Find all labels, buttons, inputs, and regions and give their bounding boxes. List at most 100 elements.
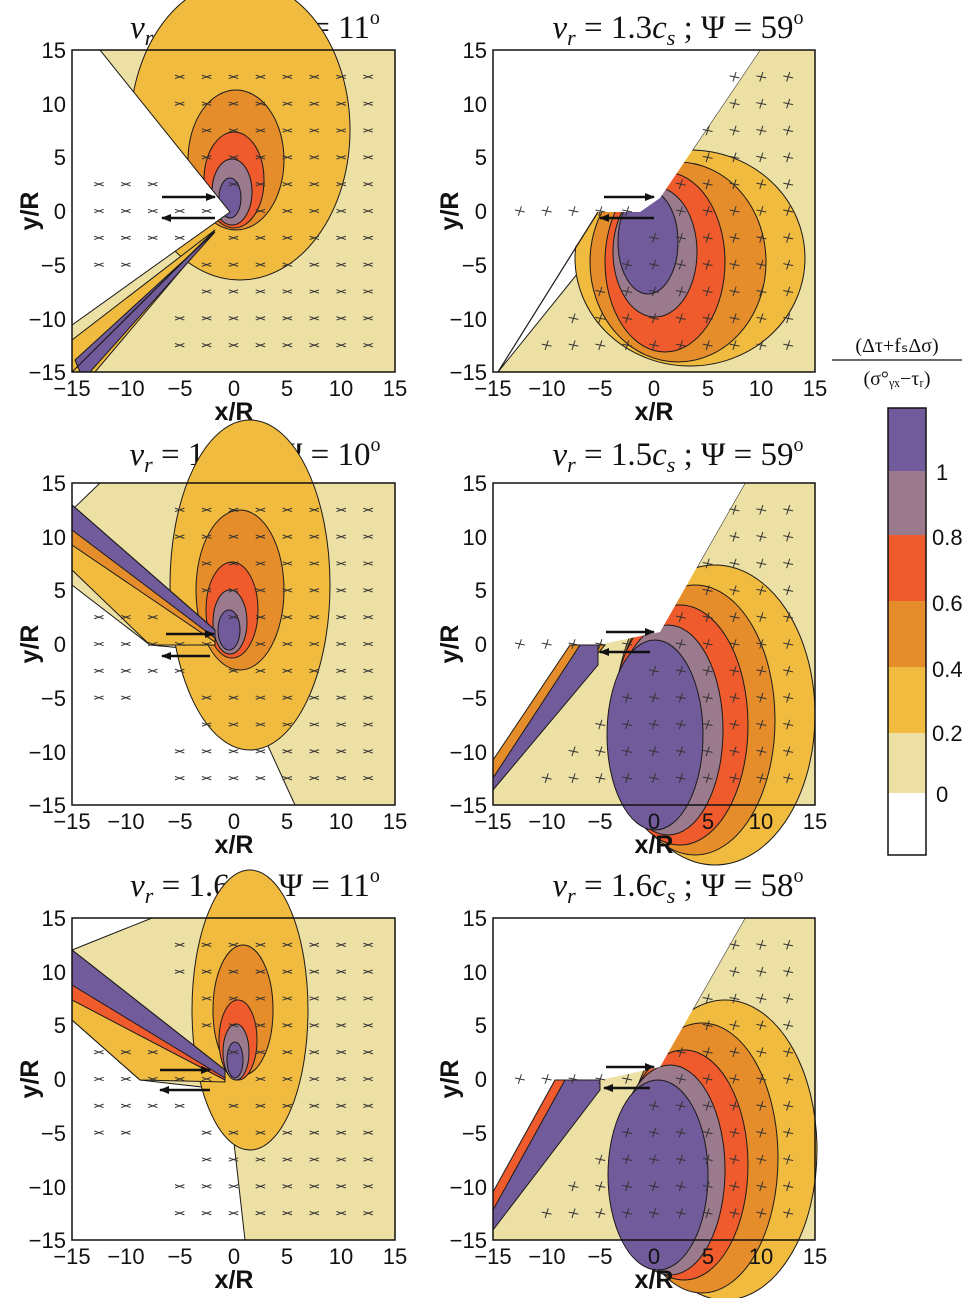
stress-glyph [282, 614, 293, 620]
stress-glyph [756, 993, 767, 1004]
x-tick-label: 10 [749, 809, 773, 834]
stress-glyph [595, 746, 606, 757]
stress-glyph [702, 286, 713, 297]
stress-glyph [255, 775, 266, 781]
stress-glyph [201, 775, 212, 781]
stress-glyph [783, 531, 794, 542]
stress-glyph [282, 507, 293, 513]
panel-2-map [493, 49, 816, 373]
stress-glyph [729, 639, 740, 649]
stress-glyph [174, 668, 185, 674]
stress-glyph [228, 1023, 239, 1028]
stress-glyph [336, 289, 347, 294]
stress-glyph [120, 1076, 131, 1082]
y-tick-label: −15 [450, 793, 487, 818]
stress-glyph [363, 316, 373, 321]
stress-glyph [309, 101, 320, 106]
stress-glyph [702, 1020, 713, 1031]
x-tick-label: −10 [107, 376, 144, 401]
y-tick-label: 5 [54, 145, 66, 170]
stress-glyph [756, 531, 767, 542]
stress-glyph [595, 286, 606, 297]
stress-glyph [675, 286, 686, 297]
stress-glyph [702, 232, 713, 243]
stress-glyph [282, 1023, 293, 1028]
stress-glyph [756, 259, 767, 270]
stress-glyph [174, 316, 185, 321]
stress-glyph [702, 692, 713, 703]
stress-glyph [756, 665, 767, 676]
stress-glyph [363, 749, 373, 754]
stress-glyph [201, 74, 212, 80]
stress-glyph [568, 773, 579, 784]
stress-glyph [201, 1184, 212, 1189]
stress-glyph [363, 235, 373, 241]
stress-glyph [729, 1208, 740, 1219]
stress-glyph [282, 181, 293, 187]
stress-glyph [756, 313, 767, 324]
stress-glyph [336, 235, 347, 241]
stress-glyph [201, 128, 212, 133]
stress-glyph [309, 235, 320, 241]
stress-glyph [675, 232, 686, 243]
stress-glyph [336, 1076, 347, 1082]
stress-glyph [228, 722, 239, 727]
colorbar: (Δτ+fₛΔσ) (σ°ᵧₓ−τᵣ) 1 0.8 0.6 0.4 0.2 0 [832, 335, 963, 856]
stress-glyph [783, 993, 794, 1004]
colorbar-label-denominator: (σ°ᵧₓ−τᵣ) [863, 368, 930, 390]
stress-glyph [255, 181, 266, 187]
stress-glyph [675, 259, 686, 270]
stress-glyph [94, 641, 104, 647]
stress-glyph [756, 692, 767, 703]
stress-glyph [255, 1157, 266, 1162]
stress-glyph [649, 746, 659, 757]
stress-glyph [228, 588, 239, 593]
stress-glyph [783, 1074, 794, 1084]
stress-glyph [702, 313, 713, 324]
stress-glyph [201, 749, 212, 754]
stress-glyph [756, 1154, 767, 1165]
fault-trace [71, 229, 216, 373]
stress-glyph [622, 1127, 633, 1138]
stress-glyph [675, 340, 686, 351]
stress-glyph [363, 722, 373, 727]
stress-glyph [729, 612, 740, 623]
stress-glyph [201, 342, 212, 348]
y-tick-label: −15 [29, 360, 66, 385]
stress-glyph [228, 128, 239, 133]
stress-glyph [282, 316, 293, 321]
stress-glyph [336, 942, 347, 948]
stress-glyph [702, 773, 713, 784]
stress-glyph [282, 1157, 293, 1162]
stress-glyph [783, 71, 794, 82]
y-tick-label: 15 [42, 38, 66, 63]
stress-glyph [336, 1210, 347, 1216]
stress-glyph [363, 342, 373, 348]
stress-glyph [675, 1208, 686, 1219]
stress-glyph [363, 534, 373, 539]
stress-glyph [120, 641, 131, 647]
panel-4: vr = 1.5cs ; Ψ = 59o 15 10 5 0 −5 −10 −1… [436, 434, 827, 866]
stress-glyph [363, 262, 373, 267]
stress-glyph [649, 719, 659, 730]
stress-glyph [595, 340, 606, 351]
stress-glyph [363, 208, 373, 214]
stress-glyph [756, 232, 767, 243]
stress-glyph [336, 155, 347, 160]
stress-glyph [756, 179, 767, 190]
stress-glyph [228, 316, 239, 321]
panel-5: vr = 1.6cs ; Ψ = 11o 15 10 5 0 −5 −10 −1… [16, 865, 407, 1294]
stress-glyph [255, 1103, 266, 1109]
fault-band-10 [492, 644, 599, 792]
colorbar-tick-label: 0.4 [932, 657, 963, 682]
stress-glyph [729, 1020, 740, 1031]
stress-glyph [729, 125, 740, 136]
stress-glyph [783, 286, 794, 297]
x-tick-label: −5 [587, 1244, 612, 1269]
stress-glyph [336, 775, 347, 781]
stress-glyph [336, 695, 347, 700]
stress-glyph [622, 1208, 633, 1219]
x-tick-label: 5 [281, 376, 293, 401]
stress-glyph [363, 1157, 373, 1162]
stress-glyph [336, 128, 347, 133]
